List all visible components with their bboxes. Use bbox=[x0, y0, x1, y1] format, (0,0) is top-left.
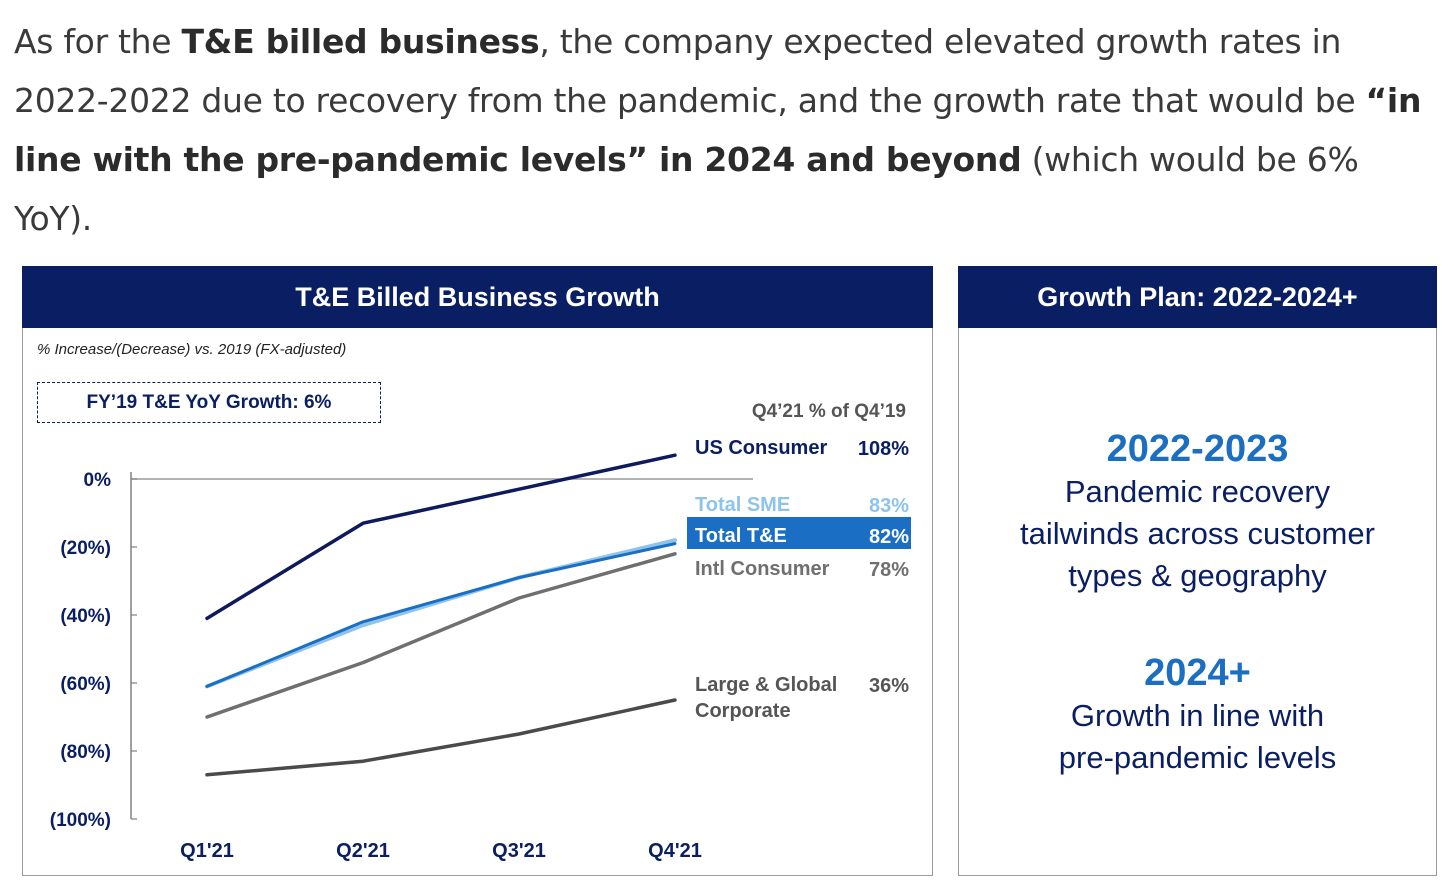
chart-panel-header: T&E Billed Business Growth bbox=[22, 266, 933, 328]
series-end-value-label: 36% bbox=[869, 675, 909, 697]
series-name-label: Large & Global bbox=[695, 674, 837, 696]
chart-labels: Q4’21 % of Q4’19 US Consumer 108% Total SME… bbox=[687, 401, 911, 722]
series-name-label: Total SME bbox=[695, 494, 790, 516]
plan-desc-line: types & geography bbox=[1068, 558, 1327, 593]
series-line bbox=[205, 542, 677, 688]
series-line bbox=[205, 453, 677, 621]
line-chart: 0% (20%) (40%) (60%) (80%) (100%) Q1'21 Q2'21 Q3… bbox=[50, 401, 911, 862]
intro-bold-2: “in line with the pre-pandemic levels” i… bbox=[14, 81, 1422, 179]
chart-series-lines bbox=[205, 453, 677, 777]
baseline-growth-note: FY’19 T&E YoY Growth: 6% bbox=[37, 382, 381, 423]
intro-bold-1: T&E billed business bbox=[181, 22, 540, 61]
end-label-column-header: Q4’21 % of Q4’19 bbox=[752, 401, 906, 422]
series-line bbox=[205, 538, 677, 689]
intro-text-3: (which would be 6% YoY). bbox=[14, 140, 1359, 238]
y-tick-label: (60%) bbox=[60, 674, 111, 695]
intro-text-1: As for the bbox=[14, 22, 182, 61]
total-te-highlight-bar bbox=[687, 517, 911, 549]
series-name-label: Corporate bbox=[695, 700, 791, 722]
y-tick-label: (20%) bbox=[60, 538, 111, 559]
y-tick-label: 0% bbox=[84, 470, 112, 491]
plan-desc-line: Pandemic recovery bbox=[1064, 474, 1331, 509]
series-name-label: Total T&E bbox=[695, 525, 787, 547]
series-end-value-label: 108% bbox=[858, 438, 909, 460]
plan-desc-line: pre-pandemic levels bbox=[1058, 740, 1337, 775]
y-tick-label: (80%) bbox=[60, 742, 111, 763]
plan-desc-line: tailwinds across customer bbox=[1020, 516, 1375, 551]
x-tick-label: Q1'21 bbox=[180, 840, 234, 862]
chart-axes: 0% (20%) (40%) (60%) (80%) (100%) Q1'21 Q2'21 Q3… bbox=[50, 470, 753, 862]
y-tick-label: (40%) bbox=[60, 606, 111, 627]
series-end-value-label: 82% bbox=[869, 526, 909, 548]
intro-text-2: , the company expected elevated growth r… bbox=[14, 22, 1366, 120]
intro-paragraph: As for the T&E billed business, the comp… bbox=[14, 12, 1444, 248]
plan-year-heading: 2024+ bbox=[1144, 652, 1251, 694]
x-tick-label: Q2'21 bbox=[336, 840, 390, 862]
x-tick-label: Q4'21 bbox=[648, 840, 702, 862]
series-end-value-label: 78% bbox=[869, 559, 909, 581]
plan-2024-plus: 2024+ Growth in line with pre-pandemic l… bbox=[959, 651, 1436, 779]
series-end-value-label: 83% bbox=[869, 495, 909, 517]
x-tick-label: Q3'21 bbox=[492, 840, 546, 862]
plan-desc-line: Growth in line with bbox=[1070, 698, 1325, 733]
series-line bbox=[205, 552, 677, 719]
plan-year-heading: 2022-2023 bbox=[1106, 428, 1289, 470]
growth-plan-panel: Growth Plan: 2022-2024+ 2022-2023 Pandem… bbox=[958, 266, 1437, 876]
series-name-label: US Consumer bbox=[695, 437, 827, 459]
chart-subtitle: % Increase/(Decrease) vs. 2019 (FX-adjus… bbox=[37, 341, 347, 358]
plan-2022-2023: 2022-2023 Pandemic recovery tailwinds ac… bbox=[959, 427, 1436, 597]
series-name-label: Intl Consumer bbox=[695, 558, 830, 580]
chart-panel: T&E Billed Business Growth % Increase/(D… bbox=[22, 266, 933, 876]
series-line bbox=[205, 698, 677, 777]
growth-plan-header: Growth Plan: 2022-2024+ bbox=[958, 266, 1437, 328]
y-tick-label: (100%) bbox=[50, 810, 111, 831]
